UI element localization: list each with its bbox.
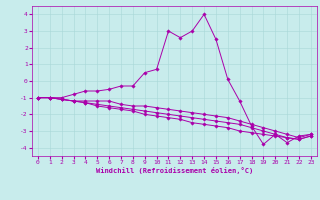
X-axis label: Windchill (Refroidissement éolien,°C): Windchill (Refroidissement éolien,°C)	[96, 167, 253, 174]
